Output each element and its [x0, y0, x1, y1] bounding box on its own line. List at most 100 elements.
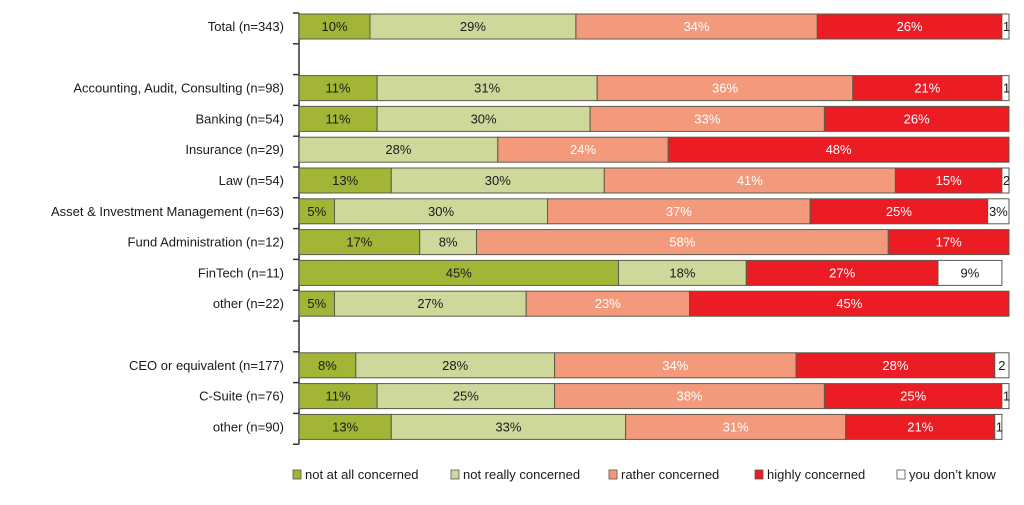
legend-label: highly concerned: [767, 467, 865, 482]
data-label: 30%: [485, 173, 511, 188]
data-label: 27%: [829, 265, 855, 280]
bar-segment-not-at-all-concerned: [298, 259, 619, 286]
category-label: FinTech (n=11): [198, 265, 284, 280]
bar-segment-not-really-concerned: [390, 167, 605, 194]
data-label: 28%: [882, 358, 908, 373]
legend-item: highly concerned: [754, 467, 865, 482]
data-label: 17%: [346, 235, 372, 250]
bar-segment-highly-concerned: [894, 167, 1003, 194]
bar-segment-rather-concerned: [603, 167, 896, 194]
data-label: 37%: [666, 204, 692, 219]
data-label: 25%: [900, 389, 926, 404]
bar-segment-you-don-t-know: [1001, 383, 1010, 410]
data-label: 11%: [326, 81, 351, 96]
data-label: 58%: [669, 235, 695, 250]
data-label: 26%: [897, 19, 923, 34]
bar-segment-not-really-concerned: [376, 105, 591, 132]
legend-label: not at all concerned: [305, 467, 418, 482]
bar-segment-not-really-concerned: [376, 383, 556, 410]
legend-swatch: [292, 469, 302, 480]
data-label: 5%: [307, 296, 326, 311]
legend-swatch: [896, 469, 906, 480]
legend-label: rather concerned: [621, 467, 719, 482]
data-label: 24%: [570, 142, 596, 157]
category-label: CEO or equivalent (n=177): [129, 358, 284, 373]
y-axis: [293, 12, 300, 445]
data-label: 21%: [907, 419, 933, 434]
data-label: 45%: [446, 265, 472, 280]
legend-swatch: [450, 469, 460, 480]
data-label: 29%: [460, 19, 486, 34]
bar-segment-not-really-concerned: [390, 413, 627, 440]
legend-swatch: [754, 469, 764, 480]
bar-segment-highly-concerned: [795, 352, 996, 379]
bar-segment-you-don-t-know: [994, 352, 1010, 379]
legend-label: you don’t know: [909, 467, 996, 482]
bar-segment-highly-concerned: [852, 75, 1003, 102]
category-labels: Total (n=343) Accounting, Audit, Consulti…: [51, 19, 284, 434]
bar-segment-you-don-t-know: [987, 198, 1010, 225]
bar-segment-not-at-all-concerned: [298, 198, 335, 225]
bar-segment-not-at-all-concerned: [298, 167, 392, 194]
data-label: 11%: [326, 111, 351, 126]
bar-segment-highly-concerned: [745, 259, 939, 286]
category-label: Accounting, Audit, Consulting (n=98): [73, 81, 284, 96]
category-label: other (n=90): [213, 419, 284, 434]
legend: not at all concerned not really concerned…: [292, 467, 996, 482]
bar-segment-you-don-t-know: [1001, 167, 1010, 194]
legend-item: not at all concerned: [292, 467, 418, 482]
bar-segment-highly-concerned: [845, 413, 996, 440]
bar-segment-highly-concerned: [823, 105, 1010, 132]
data-label: 23%: [595, 296, 621, 311]
data-label: 30%: [428, 204, 454, 219]
data-label: 1: [1003, 81, 1010, 96]
bar-segment-rather-concerned: [575, 13, 818, 40]
data-label: 25%: [453, 389, 479, 404]
category-label: Insurance (n=29): [185, 142, 284, 157]
data-label: 18%: [669, 265, 695, 280]
category-label: Law (n=54): [219, 173, 284, 188]
bar-segment-you-don-t-know: [1001, 13, 1010, 40]
legend-item: rather concerned: [608, 467, 719, 482]
data-label: 5%: [307, 204, 326, 219]
data-label: 41%: [737, 173, 763, 188]
bar-segment-not-really-concerned: [618, 259, 747, 286]
bar-segment-not-really-concerned: [334, 290, 527, 317]
data-label: 31%: [474, 81, 500, 96]
bar-segment-highly-concerned: [667, 136, 1010, 163]
bar-segment-not-really-concerned: [369, 13, 577, 40]
data-label: 45%: [836, 296, 862, 311]
data-label: 10%: [321, 19, 347, 34]
bar-segment-rather-concerned: [589, 105, 825, 132]
bar-segment-you-don-t-know: [937, 259, 1003, 286]
bar-segment-not-really-concerned: [334, 198, 548, 225]
data-label: 26%: [904, 111, 930, 126]
bar-segment-rather-concerned: [525, 290, 691, 317]
data-label: 2: [1003, 173, 1010, 188]
bar-segment-rather-concerned: [476, 229, 889, 256]
bar-segment-you-don-t-know: [994, 413, 1003, 440]
category-label: Total (n=343): [208, 19, 284, 34]
data-label: 1: [996, 419, 1003, 434]
data-label: 27%: [417, 296, 443, 311]
bar-segment-not-at-all-concerned: [298, 229, 421, 256]
data-label: 11%: [326, 389, 351, 404]
bar-segment-not-at-all-concerned: [298, 13, 371, 40]
bars: 10% 29% 34% 26% 111% 31% 36% 21% 111% 30% 33% 26%28…: [298, 13, 1010, 440]
data-label: 17%: [936, 235, 962, 250]
category-label: Banking (n=54): [195, 111, 284, 126]
data-label: 33%: [694, 111, 720, 126]
data-label: 48%: [826, 142, 852, 157]
data-label: 15%: [936, 173, 962, 188]
data-label: 21%: [914, 81, 940, 96]
bar-segment-highly-concerned: [887, 229, 1010, 256]
bar-segment-not-really-concerned: [298, 136, 499, 163]
data-label: 8%: [318, 358, 337, 373]
category-label: Fund Administration (n=12): [128, 235, 284, 250]
legend-swatch: [608, 469, 618, 480]
data-label: 36%: [712, 81, 738, 96]
data-label: 33%: [495, 419, 521, 434]
data-label: 2: [998, 358, 1005, 373]
data-label: 28%: [442, 358, 468, 373]
